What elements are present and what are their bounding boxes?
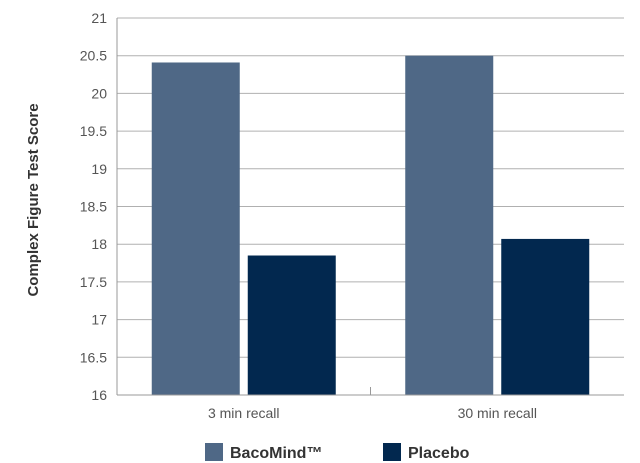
bars [151, 55, 590, 396]
y-tick-labels: 16 16.5 17 17.5 18 18.5 19 19.5 20 20.5 21 [80, 10, 107, 403]
y-tick-label: 20.5 [80, 48, 107, 64]
category-label: 3 min recall [208, 405, 280, 421]
y-tick-label: 19 [91, 161, 107, 177]
bar [405, 55, 494, 395]
y-tick-label: 18 [91, 236, 107, 252]
bar [501, 238, 590, 395]
legend-label: Placebo [408, 445, 470, 462]
y-tick-label: 19.5 [80, 123, 107, 139]
category-label: 30 min recall [458, 405, 537, 421]
y-tick-label: 17 [91, 312, 107, 328]
category-labels: 3 min recall 30 min recall [208, 405, 537, 421]
y-tick-label: 17.5 [80, 274, 107, 290]
y-tick-label: 16 [91, 387, 107, 403]
bar [151, 62, 240, 396]
legend: BacoMind™ Placebo [205, 443, 470, 462]
y-tick-label: 20 [91, 85, 107, 101]
axes [116, 18, 624, 396]
legend-swatch [383, 443, 401, 461]
y-tick-label: 16.5 [80, 349, 107, 365]
bar [247, 255, 336, 395]
y-tick-label: 21 [91, 10, 107, 26]
legend-label: BacoMind™ [230, 445, 322, 462]
y-tick-label: 18.5 [80, 199, 107, 215]
legend-swatch [205, 443, 223, 461]
y-axis-label: Complex Figure Test Score [25, 103, 42, 296]
